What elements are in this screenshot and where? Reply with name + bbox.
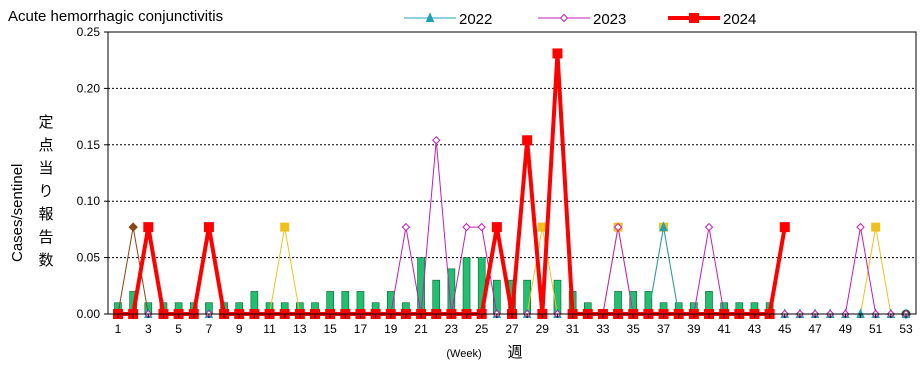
plot-frame (107, 31, 917, 315)
x-tick-label: 19 (384, 322, 398, 336)
background-point (128, 222, 138, 232)
bar (462, 257, 471, 315)
x-tick-label: 43 (748, 322, 762, 336)
point-2023 (704, 222, 714, 232)
x-tick-label: 33 (596, 322, 610, 336)
x-tick-label: 9 (236, 322, 243, 336)
x-tick-label: 29 (536, 322, 550, 336)
y-axis-label-ja: 定点当り報告数 (38, 114, 53, 269)
background-point (537, 222, 547, 232)
point-2024 (552, 48, 563, 59)
background-point (280, 222, 290, 232)
x-tick-label: 49 (839, 322, 853, 336)
legend-label-2022: 2022 (459, 11, 492, 28)
x-tick-label: 45 (778, 322, 792, 336)
point-2023 (432, 136, 441, 145)
background-point (871, 222, 881, 232)
x-tick-label: 25 (475, 322, 489, 336)
y-tick-label: 0.15 (77, 138, 101, 152)
grid (108, 31, 916, 259)
y-tick-label: 0.00 (77, 307, 101, 321)
point-2023 (462, 222, 471, 232)
x-tick-label: 23 (445, 322, 459, 336)
y-tick-label: 0.25 (77, 25, 101, 39)
y-axis-label: Cases/sentinel (9, 164, 26, 262)
x-tick-label: 47 (808, 322, 822, 336)
legend: 2022 2023 2024 (404, 11, 756, 28)
point-2023 (856, 222, 865, 232)
x-tick-label: 1 (115, 322, 122, 336)
point-2024 (143, 222, 154, 233)
point-2024 (491, 222, 502, 233)
x-tick-label: 37 (657, 322, 671, 336)
x-tick-label: 31 (566, 322, 580, 336)
chart-title: Acute hemorrhagic conjunctivitis (8, 8, 223, 25)
x-axis-label-ja: 週 (507, 344, 522, 361)
y-tick-labels: 0.00 0.05 0.10 0.15 0.20 0.25 (77, 25, 101, 321)
point-2023 (401, 222, 411, 232)
point-2024 (522, 135, 533, 146)
x-tick-label: 39 (687, 322, 701, 336)
point-2023 (613, 222, 623, 232)
x-tick-labels: 1 3 5 7 9 11 13 15 17 19 21 23 25 27 29 31 33 35 37 39 41 43 4… (115, 322, 913, 336)
y-tick-label: 0.05 (77, 251, 101, 265)
x-tick-label: 7 (206, 322, 213, 336)
point-2024 (779, 222, 790, 233)
x-tick-label: 5 (175, 322, 182, 336)
x-tick-label: 51 (869, 322, 883, 336)
x-tick-label: 17 (354, 322, 368, 336)
x-tick-label: 53 (899, 322, 913, 336)
y-tick-label: 0.10 (77, 194, 101, 208)
legend-label-2024: 2024 (723, 11, 756, 28)
bars (114, 257, 774, 315)
series-lines (113, 48, 911, 319)
x-axis-label-en: (Week) (446, 348, 481, 360)
axes (104, 31, 917, 318)
legend-label-2023: 2023 (593, 11, 626, 28)
x-tick-label: 41 (717, 322, 731, 336)
point-2023 (477, 222, 486, 232)
legend-marker-2023 (559, 13, 569, 23)
point-2024 (203, 222, 214, 233)
x-tick-label: 35 (627, 322, 641, 336)
legend-marker-2024 (689, 13, 699, 23)
x-tick-label: 27 (505, 322, 519, 336)
x-tick-label: 3 (145, 322, 152, 336)
point-2022 (659, 221, 668, 232)
x-tick-label: 13 (293, 322, 307, 336)
x-tick-label: 21 (414, 322, 428, 336)
x-tick-label: 15 (323, 322, 337, 336)
y-tick-label: 0.20 (77, 81, 101, 95)
x-tick-label: 11 (263, 322, 276, 336)
legend-marker-2022 (425, 12, 435, 22)
